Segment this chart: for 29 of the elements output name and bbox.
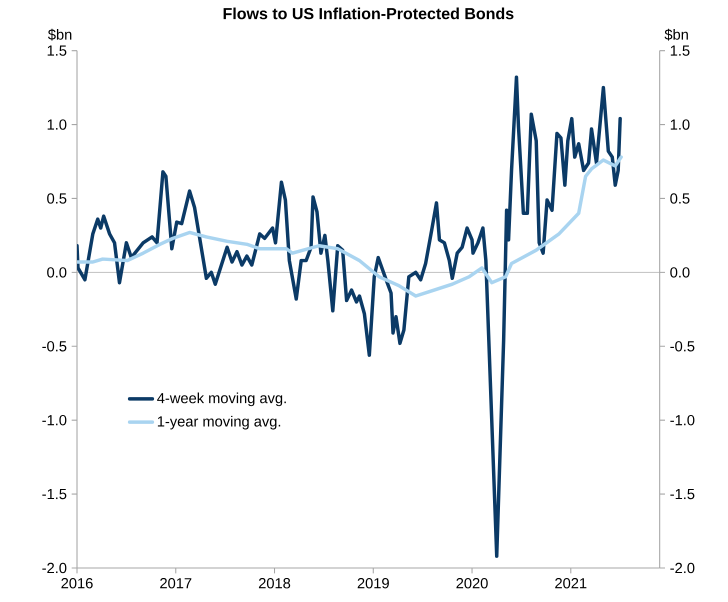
x-tick-label: 2018 <box>258 578 290 588</box>
legend-label: 4-week moving avg. <box>157 392 286 406</box>
x-tick-label: 2021 <box>555 578 586 588</box>
y-tick-label: -0.5 <box>42 341 66 352</box>
chart-title: Flows to US Inflation-Protected Bonds <box>224 8 514 20</box>
x-tick-label: 2016 <box>61 578 93 588</box>
y-axis-title: $bn <box>48 28 72 41</box>
y2-tick-label: 1.0 <box>670 119 690 130</box>
y2-tick-label: 1.5 <box>670 46 690 56</box>
y2-tick-label: -1.0 <box>670 415 694 426</box>
line-series <box>77 76 622 558</box>
line-series <box>77 155 623 298</box>
x-tick-label: 2017 <box>160 578 192 588</box>
y2-tick-label: -2.0 <box>670 562 694 574</box>
legend-label: 1-year moving avg. <box>158 416 280 430</box>
y2-tick-label: -0.5 <box>670 341 694 352</box>
x-tick-label: 2020 <box>456 578 488 588</box>
y-tick-label: 1.5 <box>48 46 66 56</box>
y-tick-label: 0.0 <box>47 267 66 278</box>
y-tick-label: -1.0 <box>42 415 66 426</box>
y2-tick-label: -1.5 <box>670 488 694 500</box>
x-tick-label: 2019 <box>358 578 389 588</box>
y-tick-label: -1.5 <box>42 488 66 500</box>
y2-tick-label: 0.0 <box>670 267 690 278</box>
y-tick-label: 1.0 <box>48 119 66 130</box>
y-tick-label: -2.0 <box>42 562 66 574</box>
y-tick-label: 0.5 <box>47 193 66 204</box>
y2-axis-title: $bn <box>664 28 688 41</box>
y2-tick-label: 0.5 <box>670 193 690 204</box>
